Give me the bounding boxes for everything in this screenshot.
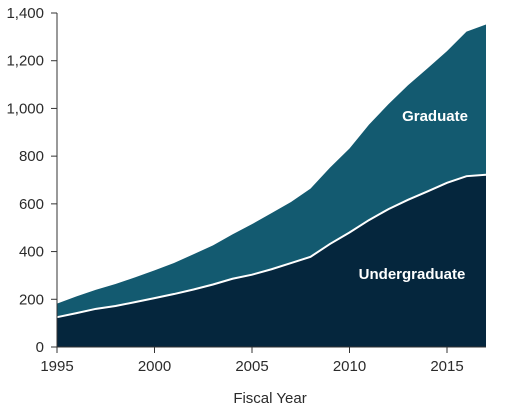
y-tick-label: 200 xyxy=(19,291,44,308)
series-label-undergraduate: Undergraduate xyxy=(359,266,466,283)
y-tick-label: 1,000 xyxy=(6,100,44,117)
y-tick-label: 0 xyxy=(36,339,44,356)
y-tick-label: 800 xyxy=(19,148,44,165)
series-label-graduate: Graduate xyxy=(402,108,468,125)
area-graduate xyxy=(57,24,486,318)
area-undergraduate xyxy=(57,174,486,347)
y-axis: 0 200 400 600 800 1,000 1,200 1,400 xyxy=(6,5,58,356)
y-tick-label: 1,200 xyxy=(6,53,44,70)
x-tick-label: 2005 xyxy=(235,358,268,375)
y-tick-label: 1,400 xyxy=(6,5,44,22)
x-axis: 1995 2000 2005 2010 2015 xyxy=(40,346,486,375)
series-boundary-line xyxy=(56,173,487,319)
area-layer xyxy=(56,24,487,347)
x-tick-label: 2015 xyxy=(430,358,463,375)
x-tick-label: 2010 xyxy=(333,358,366,375)
x-tick-label: 1995 xyxy=(40,358,73,375)
y-tick-label: 600 xyxy=(19,196,44,213)
x-tick-label: 2000 xyxy=(138,358,171,375)
y-tick-label: 400 xyxy=(19,244,44,261)
x-axis-title: Fiscal Year xyxy=(233,390,306,407)
